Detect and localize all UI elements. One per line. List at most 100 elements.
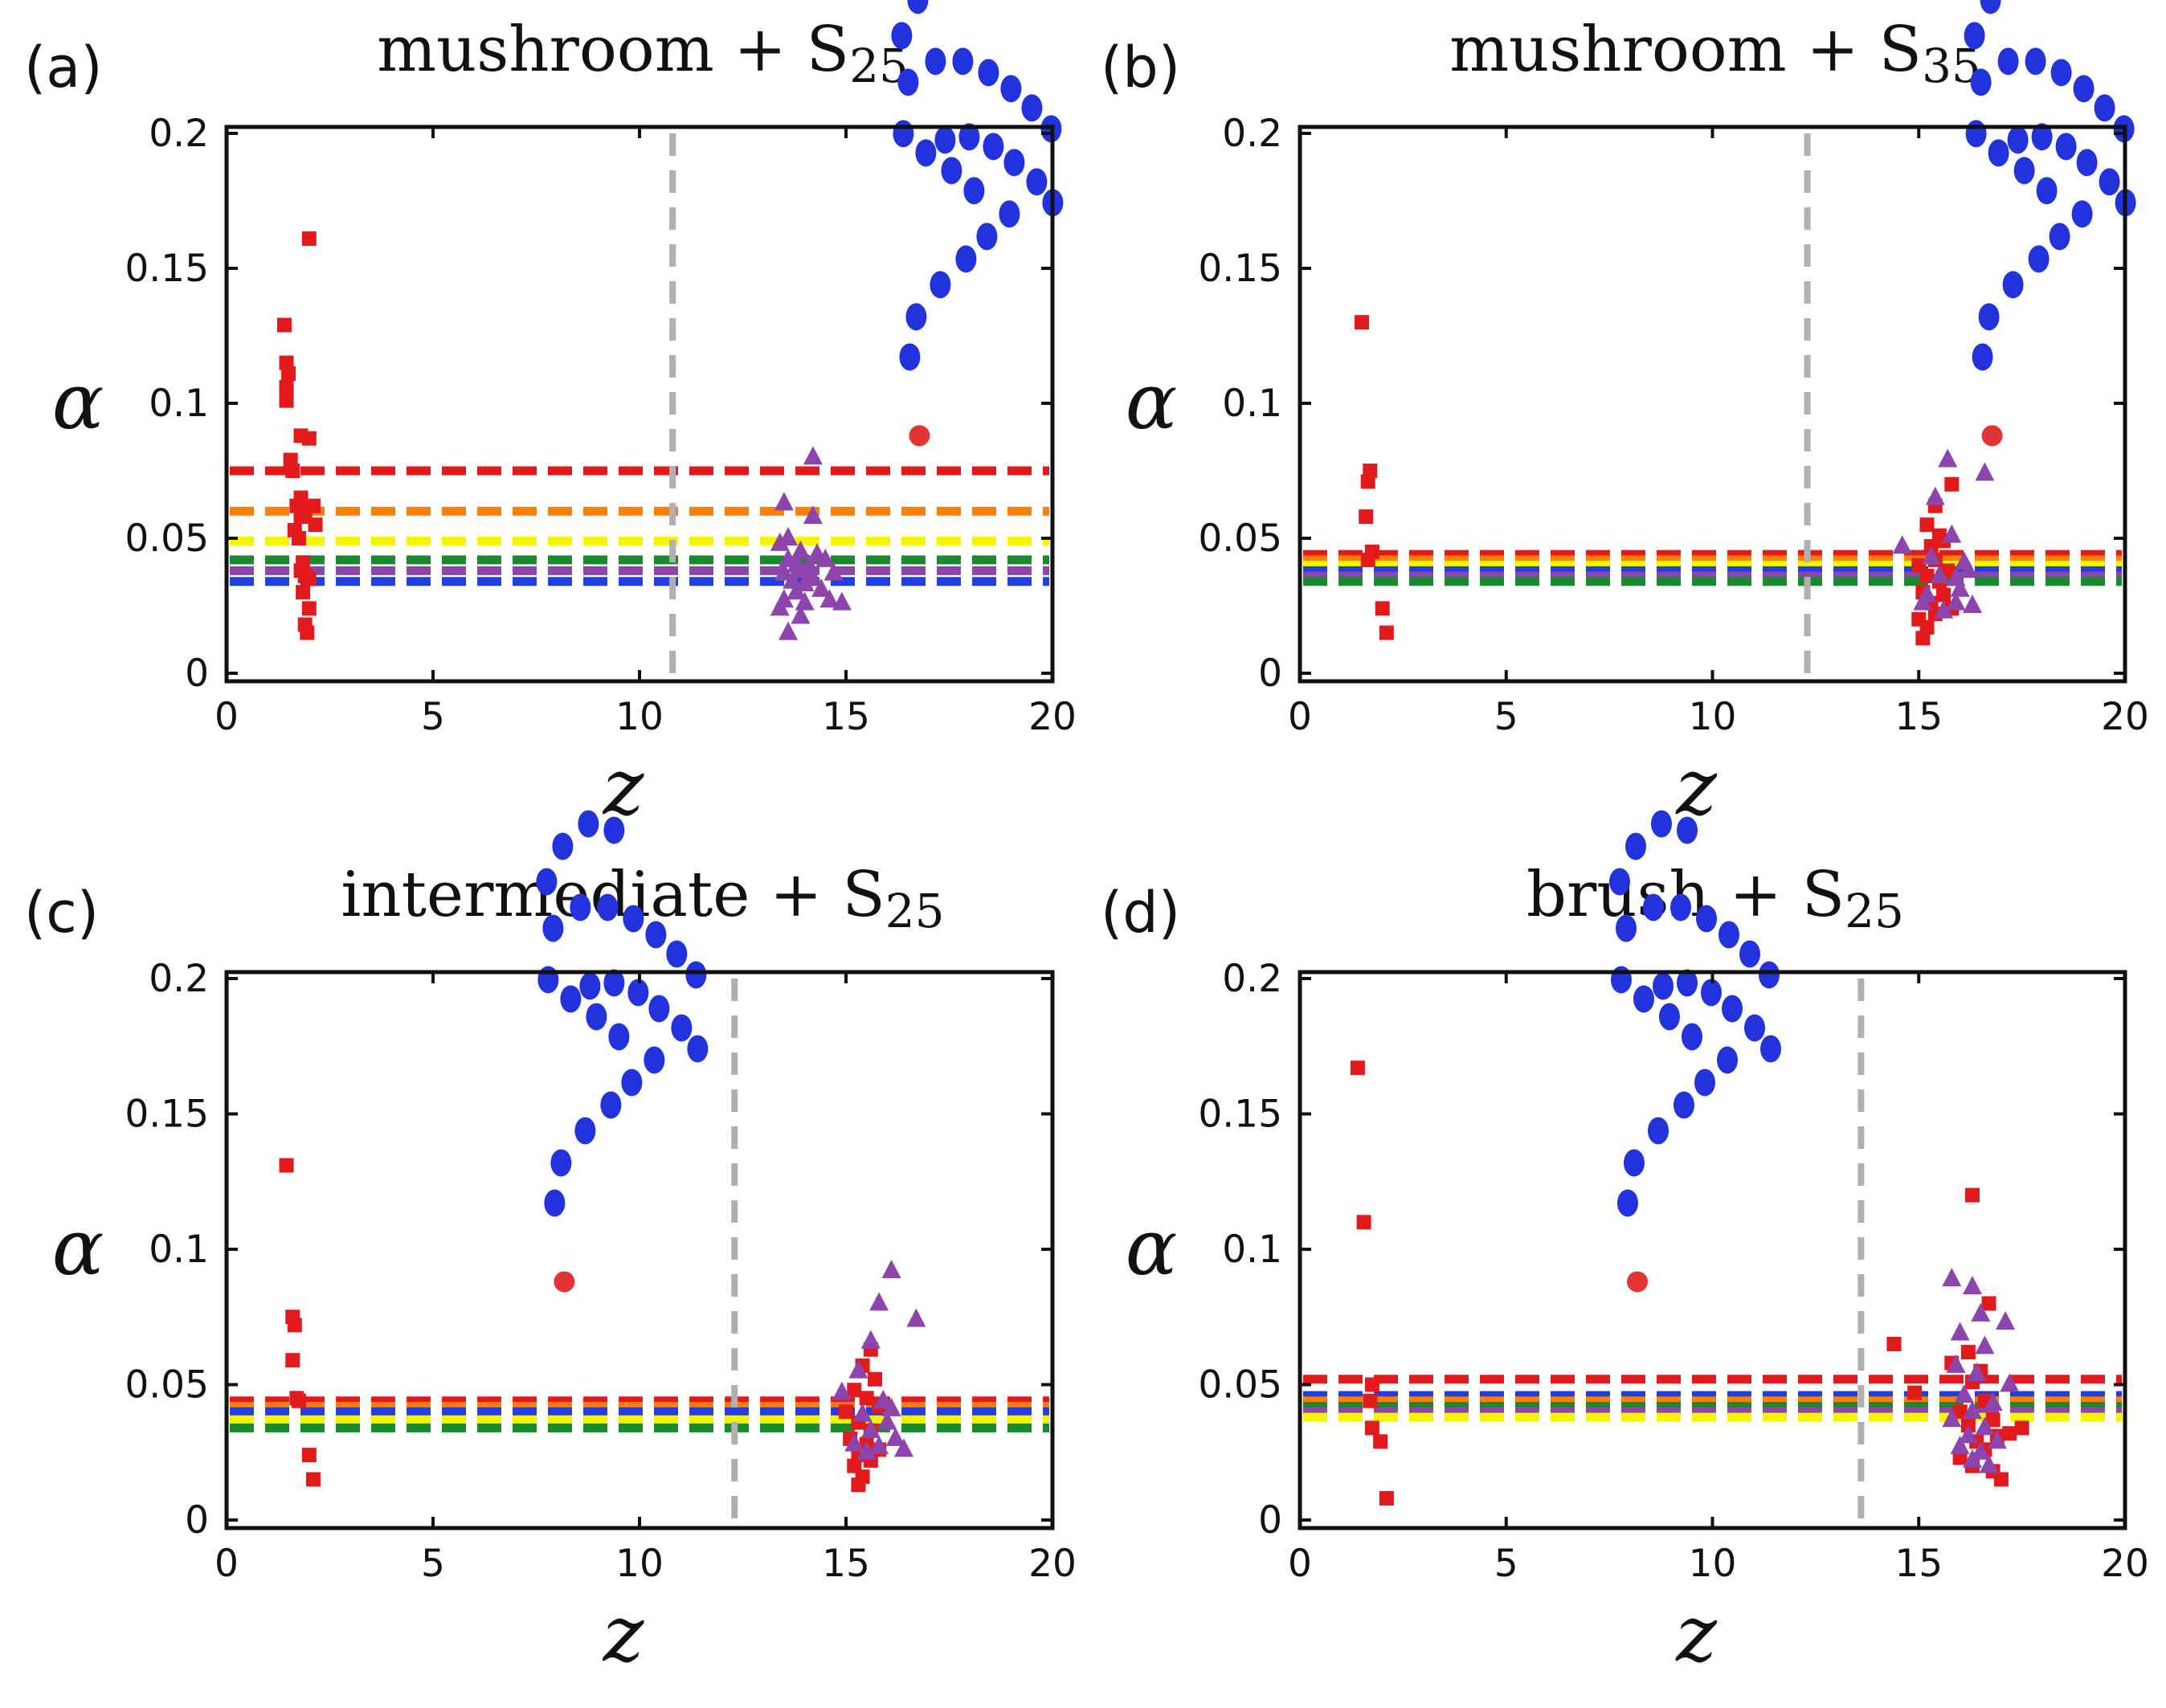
polymer-bead [905, 303, 927, 331]
x-tick-label: 5 [421, 695, 445, 739]
polymer-bead [687, 1035, 709, 1063]
polymer-bead [1739, 940, 1760, 968]
polymer-bead [1658, 1003, 1680, 1031]
data-square [301, 571, 317, 586]
polymer-bead [1676, 969, 1698, 997]
polymer-bead [552, 832, 574, 860]
polymer-bead [2073, 75, 2094, 103]
y-tick-label: 0.05 [125, 517, 209, 561]
polymer-bead [570, 893, 591, 921]
polymer-bead [915, 139, 937, 167]
polymer-bead [1988, 139, 2009, 167]
y-tick-label: 0.15 [125, 1093, 209, 1137]
polymer-bead [1718, 921, 1739, 949]
y-tick-label: 0.2 [1222, 112, 1282, 156]
data-square [1363, 1393, 1378, 1408]
polymer-bead [930, 271, 951, 299]
polymer-bead [2050, 59, 2072, 87]
data-triangle [1963, 1449, 1983, 1468]
data-square [291, 531, 306, 545]
chart-panel-a: (a) mushroom + S25 0 5 10 15 20 0 0.05 0.1 0.15 0.2… [24, 0, 1077, 832]
polymer-bead [666, 940, 688, 968]
polymer-bead [1980, 0, 2001, 14]
data-triangle [1950, 1322, 1970, 1341]
polymer-bead [1721, 995, 1743, 1023]
data-square [301, 231, 317, 247]
x-axis-label: z [1675, 1589, 1718, 1679]
data-triangle [779, 621, 799, 640]
data-square [1960, 1345, 1976, 1360]
y-tick-label: 0.1 [1222, 1228, 1282, 1272]
x-axis-label: z [603, 742, 645, 832]
polymer-bead [2002, 271, 2024, 299]
x-tick-label: 5 [421, 1542, 445, 1586]
data-square [296, 585, 311, 600]
data-square [1360, 552, 1375, 567]
data-triangle [1987, 1430, 2007, 1449]
data-square [1993, 1472, 2009, 1487]
polymer-bead [2036, 177, 2058, 205]
polymer-bead [648, 995, 670, 1023]
polymer-bead [1616, 1189, 1638, 1217]
data-triangle [1975, 1416, 1995, 1436]
panel-title: brush + S25 [1526, 859, 1904, 938]
data-square [847, 1383, 862, 1398]
data-square [1981, 1296, 1996, 1311]
x-tick-label: 10 [615, 695, 664, 739]
polymer-bead [1615, 914, 1637, 942]
polymer-bead [976, 223, 998, 251]
polymer-bead [2076, 149, 2098, 177]
x-tick-label: 0 [215, 695, 239, 739]
polymer-bead [1695, 905, 1717, 933]
panel-title: mushroom + S35 [1449, 14, 1981, 93]
data-triangle [1983, 1392, 2003, 1412]
data-triangle [787, 581, 807, 600]
data-square [279, 393, 294, 408]
y-axis-label: α [52, 1203, 104, 1293]
data-triangle [1942, 1268, 1962, 1287]
polymer-bead [897, 68, 919, 96]
polymer-bead [1021, 94, 1043, 122]
data-square [1907, 1385, 1923, 1400]
x-axis-label: z [603, 1589, 645, 1679]
polymer-bead [1997, 47, 2019, 76]
data-triangle [774, 492, 794, 511]
data-triangle [1942, 524, 1962, 543]
polymer-bead [1972, 343, 1993, 371]
polymer-bead [542, 914, 564, 942]
data-triangle [823, 562, 844, 581]
y-tick-label: 0.1 [149, 382, 209, 426]
data-triangle [869, 1436, 889, 1455]
x-tick-label: 20 [2101, 695, 2149, 739]
data-square [305, 1472, 321, 1487]
x-tick-label: 20 [1028, 695, 1077, 739]
axes-frame [1298, 125, 2127, 684]
polymer-bead [627, 979, 649, 1007]
panel-letter: (b) [1101, 35, 1180, 100]
data-triangle [795, 591, 815, 611]
polymer-bead [1694, 1069, 1715, 1097]
polymer-bead [983, 133, 1004, 161]
panel-letter: (c) [24, 880, 99, 946]
polymer-tip [1626, 1271, 1648, 1293]
polymer-chain-icon [536, 810, 709, 1293]
data-square [301, 601, 317, 616]
polymer-bead [2071, 200, 2093, 228]
x-tick-label: 20 [1028, 1542, 1077, 1586]
data-triangle [1963, 1400, 1983, 1420]
data-square [279, 1158, 294, 1173]
data-square [285, 1353, 300, 1368]
data-triangle [1958, 1424, 1978, 1444]
y-tick-label: 0.1 [1222, 382, 1282, 426]
data-square [1350, 1060, 1365, 1076]
data-triangle [803, 505, 823, 525]
polymer-bead [603, 969, 625, 997]
polymer-bead [1716, 1046, 1738, 1074]
axes-frame [224, 970, 1055, 1530]
data-square [859, 1391, 874, 1406]
polymer-bead [1758, 961, 1780, 989]
chart-panel-d: (d) brush + S25 0 5 10 15 20 0 0.05 0.1 0.15 0.2 z α [1101, 810, 2149, 1679]
polymer-bead [1743, 1014, 1765, 1042]
polymer-bead [1673, 1091, 1694, 1119]
chart-panel-b: (b) mushroom + S35 0 5 10 15 20 0 0.05 0.1 0.15 0.2… [1101, 0, 2149, 832]
